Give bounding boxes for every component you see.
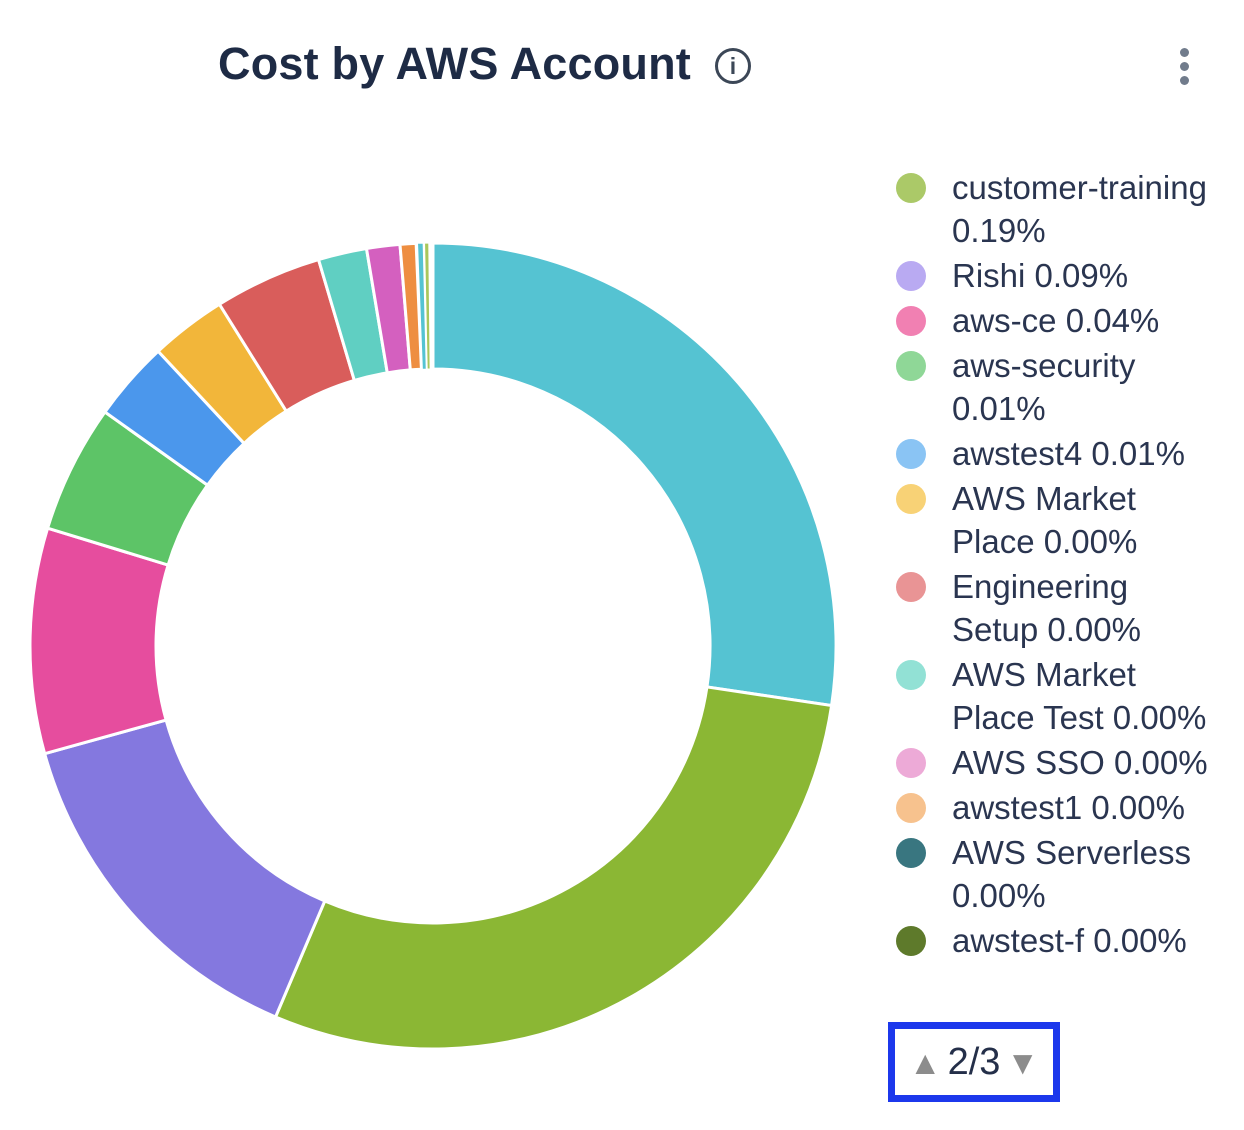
chart-header: Cost by AWS Account i	[218, 38, 751, 90]
legend-item[interactable]: Engineering Setup 0.00%	[896, 565, 1226, 651]
legend-item-label: customer-training 0.19%	[952, 169, 1207, 249]
donut-segment-1[interactable]	[273, 685, 834, 1051]
chart-legend: customer-training 0.19% Rishi 0.09% aws-ce…	[896, 166, 1226, 1032]
legend-item[interactable]: aws-security 0.01%	[896, 344, 1226, 430]
legend-item-label: aws-security 0.01%	[952, 347, 1136, 427]
legend-dot-icon	[896, 748, 926, 778]
legend-item[interactable]: awstest4 0.01%	[896, 432, 1226, 475]
legend-item[interactable]: customer-training 0.19%	[896, 166, 1226, 252]
donut-segment-0[interactable]	[431, 241, 838, 708]
legend-item[interactable]: awstest1 0.00%	[896, 786, 1226, 829]
legend-dot-icon	[896, 660, 926, 690]
legend-item-label: AWS Market Place 0.00%	[952, 480, 1138, 560]
legend-dot-icon	[896, 572, 926, 602]
legend-dot-icon	[896, 351, 926, 381]
legend-item[interactable]: AWS Serverless 0.00%	[896, 831, 1226, 917]
legend-dot-icon	[896, 173, 926, 203]
legend-item[interactable]: AWS Market Place Test 0.00%	[896, 653, 1226, 739]
legend-item-label: awstest-f 0.00%	[952, 922, 1187, 959]
legend-item[interactable]: AWS Market Place 0.00%	[896, 477, 1226, 563]
legend-dot-icon	[896, 793, 926, 823]
legend-item-label: Rishi 0.09%	[952, 257, 1129, 294]
legend-dot-icon	[896, 484, 926, 514]
legend-item[interactable]: Rishi 0.09%	[896, 254, 1226, 297]
donut-segment-11[interactable]	[417, 242, 427, 370]
legend-item-label: AWS Serverless 0.00%	[952, 834, 1191, 914]
legend-dot-icon	[896, 838, 926, 868]
legend-item-label: awstest1 0.00%	[952, 789, 1185, 826]
legend-item-label: aws-ce 0.04%	[952, 302, 1160, 339]
donut-segment-12[interactable]	[424, 242, 431, 370]
kebab-menu-icon[interactable]	[1176, 48, 1192, 85]
legend-item[interactable]: AWS SSO 0.00%	[896, 741, 1226, 784]
legend-dot-icon	[896, 306, 926, 336]
donut-segment-3[interactable]	[28, 526, 170, 756]
legend-item-label: Engineering Setup 0.00%	[952, 568, 1141, 648]
donut-segment-10[interactable]	[398, 241, 423, 372]
donut-segment-2[interactable]	[42, 718, 327, 1019]
legend-pagination: ▲ 2/3 ▼	[888, 1022, 1060, 1102]
page-up-icon[interactable]: ▲	[908, 1043, 942, 1081]
legend-dot-icon	[896, 926, 926, 956]
page-indicator: 2/3	[947, 1041, 1001, 1083]
donut-chart	[28, 241, 838, 1051]
page-down-icon[interactable]: ▼	[1006, 1043, 1040, 1081]
legend-item-label: AWS SSO 0.00%	[952, 744, 1208, 781]
legend-item-label: AWS Market Place Test 0.00%	[952, 656, 1207, 736]
info-icon[interactable]: i	[714, 48, 751, 84]
legend-item-label: awstest4 0.01%	[952, 435, 1185, 472]
page-title: Cost by AWS Account	[218, 38, 691, 89]
legend-item[interactable]: aws-ce 0.04%	[896, 299, 1226, 342]
legend-dot-icon	[896, 439, 926, 469]
legend-dot-icon	[896, 261, 926, 291]
legend-item-partial[interactable]: awstest-f 0.00%	[896, 919, 1226, 962]
